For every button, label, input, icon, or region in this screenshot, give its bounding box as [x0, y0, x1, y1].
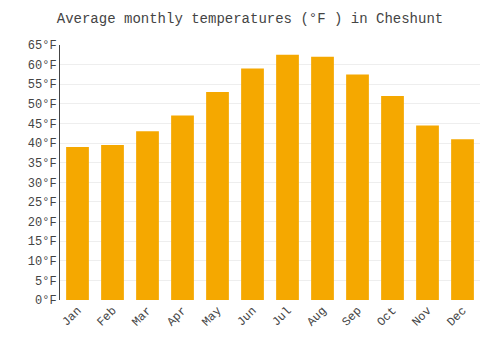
svg-text:60°F: 60°F [28, 59, 57, 73]
svg-text:25°F: 25°F [28, 196, 57, 210]
svg-text:50°F: 50°F [28, 98, 57, 112]
svg-text:Average monthly temperatures (: Average monthly temperatures (°F ) in Ch… [57, 11, 443, 27]
svg-text:Mar: Mar [129, 304, 154, 329]
svg-text:Nov: Nov [409, 304, 434, 329]
svg-text:15°F: 15°F [28, 235, 57, 249]
svg-text:20°F: 20°F [28, 216, 57, 230]
svg-text:30°F: 30°F [28, 177, 57, 191]
svg-text:Oct: Oct [374, 304, 399, 329]
svg-text:65°F: 65°F [28, 39, 57, 53]
svg-text:Jul: Jul [269, 304, 294, 329]
svg-text:Aug: Aug [304, 304, 329, 329]
svg-text:Feb: Feb [94, 304, 119, 329]
svg-text:35°F: 35°F [28, 157, 57, 171]
svg-text:Sep: Sep [339, 304, 364, 329]
svg-text:55°F: 55°F [28, 78, 57, 92]
svg-text:Dec: Dec [444, 304, 469, 329]
svg-text:May: May [199, 304, 224, 329]
svg-text:Apr: Apr [164, 304, 189, 329]
svg-text:0°F: 0°F [35, 294, 57, 308]
svg-text:40°F: 40°F [28, 137, 57, 151]
svg-text:Jun: Jun [234, 304, 259, 329]
svg-text:45°F: 45°F [28, 118, 57, 132]
svg-text:Jan: Jan [59, 304, 84, 329]
svg-text:5°F: 5°F [35, 275, 57, 289]
svg-text:10°F: 10°F [28, 255, 57, 269]
